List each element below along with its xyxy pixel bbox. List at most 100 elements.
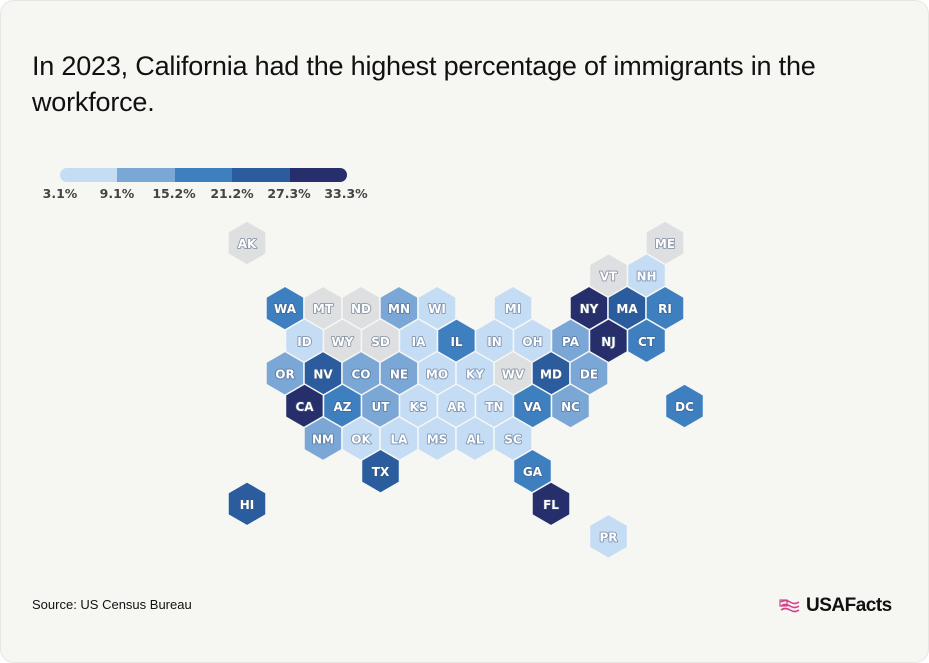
state-label-wy: WY (332, 335, 354, 349)
state-tn: TN (474, 383, 515, 429)
state-hi: HI (227, 480, 267, 527)
legend-label-3: 15.2% (152, 186, 196, 201)
state-label-nv: NV (313, 367, 333, 381)
state-label-hi: HI (240, 498, 255, 512)
color-legend: 3.1% 9.1% 15.2% 21.2% 27.3% 33.3% (40, 168, 385, 208)
state-hex-pr (588, 513, 629, 560)
state-label-ky: KY (466, 367, 484, 381)
state-sc: SC (493, 415, 533, 462)
state-label-in: IN (487, 335, 502, 349)
state-nc: NC (550, 383, 591, 429)
state-ct: CT (626, 317, 667, 364)
state-al: AL (455, 415, 495, 462)
state-oh: OH (512, 317, 553, 364)
state-label-pa: PA (562, 335, 580, 349)
state-pr: PR (588, 513, 629, 560)
state-label-vt: VT (600, 270, 618, 284)
state-wi: WI (417, 285, 457, 332)
state-label-ne: NE (390, 367, 408, 381)
state-ak: AK (227, 220, 267, 266)
state-hex-ct (626, 317, 667, 364)
state-va: VA (512, 383, 553, 429)
state-dc: DC (664, 383, 705, 429)
state-label-nh: NH (636, 270, 656, 284)
state-label-pr: PR (599, 530, 617, 544)
state-label-mn: MN (388, 302, 410, 316)
state-label-nj: NJ (601, 335, 616, 349)
chart-title: In 2023, California had the highest perc… (32, 51, 816, 117)
state-label-mi: MI (505, 302, 521, 316)
legend-label-5: 27.3% (267, 186, 311, 201)
state-hex-ak (227, 220, 267, 266)
state-label-ut: UT (372, 400, 391, 414)
state-sd: SD (360, 317, 401, 364)
state-label-oh: OH (522, 335, 542, 349)
state-ms: MS (417, 415, 457, 462)
state-label-sc: SC (504, 433, 522, 447)
state-id: ID (284, 317, 325, 364)
state-fl: FL (531, 480, 571, 527)
state-hex-dc (664, 383, 705, 429)
state-label-id: ID (297, 335, 311, 349)
legend-color-bar (60, 168, 347, 182)
state-nv: NV (303, 350, 343, 397)
state-label-sd: SD (371, 335, 390, 349)
state-wv: WV (493, 350, 533, 397)
state-mo: MO (417, 350, 457, 397)
state-ca: CA (284, 383, 325, 429)
state-label-ga: GA (523, 465, 543, 479)
state-hex-fl (531, 480, 571, 527)
state-label-tx: TX (372, 465, 390, 479)
state-label-co: CO (351, 367, 370, 381)
state-label-al: AL (467, 433, 484, 447)
state-label-wi: WI (428, 302, 446, 316)
state-label-de: DE (580, 367, 598, 381)
source-note: Source: US Census Bureau (32, 597, 192, 612)
state-wy: WY (322, 317, 363, 364)
state-label-ri: RI (658, 302, 672, 316)
brand-name: USAFacts (806, 595, 892, 616)
state-label-dc: DC (675, 400, 694, 414)
state-label-ma: MA (616, 302, 638, 316)
state-label-il: IL (450, 335, 462, 349)
state-label-az: AZ (334, 400, 352, 414)
state-label-ct: CT (638, 335, 656, 349)
state-ri: RI (645, 285, 685, 332)
state-label-la: LA (391, 433, 409, 447)
state-label-ks: KS (410, 400, 428, 414)
state-label-ar: AR (447, 400, 466, 414)
state-label-ca: CA (295, 400, 314, 414)
state-tx: TX (360, 448, 401, 495)
legend-label-2: 9.1% (99, 186, 135, 201)
state-la: LA (379, 415, 419, 462)
state-nh: NH (626, 252, 667, 299)
state-label-nm: NM (312, 433, 334, 447)
state-ok: OK (341, 415, 381, 462)
state-label-mo: MO (426, 367, 448, 381)
legend-swatch-1 (60, 168, 118, 182)
state-label-ny: NY (580, 302, 599, 316)
state-label-fl: FL (543, 498, 559, 512)
state-label-ia: IA (412, 335, 426, 349)
legend-swatch-5 (289, 168, 347, 182)
legend-swatch-3 (174, 168, 233, 182)
legend-label-1: 3.1% (42, 186, 78, 201)
state-label-me: ME (655, 237, 675, 251)
state-az: AZ (322, 383, 363, 429)
state-label-wv: WV (502, 367, 525, 381)
state-label-wa: WA (274, 302, 297, 316)
state-label-md: MD (540, 367, 562, 381)
state-label-mt: MT (313, 302, 334, 316)
state-label-tn: TN (485, 400, 503, 414)
state-hex-tx (360, 448, 401, 495)
state-mi: MI (493, 285, 533, 332)
legend-labels: 3.1% 9.1% 15.2% 21.2% 27.3% 33.3% (40, 186, 385, 202)
state-label-ms: MS (427, 433, 448, 447)
state-hex-nc (550, 383, 591, 429)
legend-label-6: 33.3% (324, 186, 368, 201)
state-label-nd: ND (351, 302, 371, 316)
state-in: IN (474, 317, 515, 364)
state-label-ok: OK (351, 433, 371, 447)
legend-swatch-2 (117, 168, 175, 182)
